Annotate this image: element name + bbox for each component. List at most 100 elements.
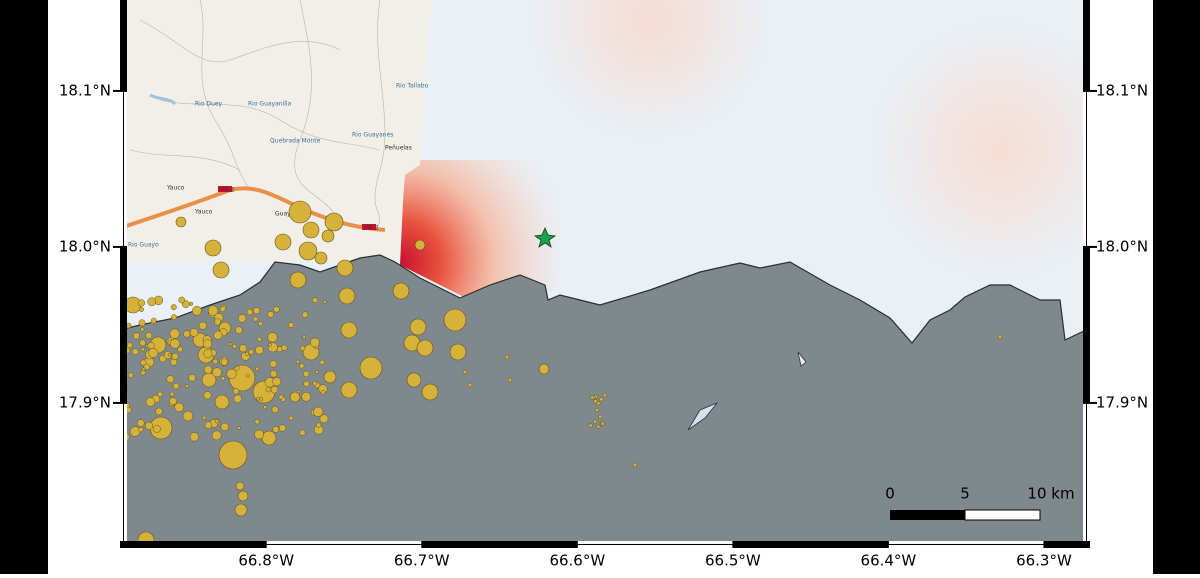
place-label: Peñuelas [385, 145, 412, 152]
earthquake [596, 424, 601, 429]
route-shield [218, 186, 232, 192]
earthquake [140, 370, 146, 376]
earthquake [593, 399, 598, 404]
x-tick-label: 66.3°W [1016, 552, 1072, 570]
earthquake [320, 389, 326, 395]
land-basemap [127, 0, 432, 262]
earthquake [272, 377, 282, 387]
frame-bar [120, 0, 127, 91]
earthquake [169, 391, 175, 397]
earthquake [599, 397, 604, 402]
earthquake [183, 330, 191, 338]
scale-bar-black [890, 510, 965, 520]
y-tick-label: 17.9°N [1096, 393, 1148, 411]
earthquake [147, 297, 157, 307]
earthquake [246, 308, 253, 316]
earthquake [319, 414, 329, 424]
earthquake [235, 481, 245, 491]
earthquake [213, 330, 223, 340]
earthquake [254, 429, 264, 440]
earthquake [414, 239, 426, 251]
earthquake [139, 339, 146, 347]
earthquake [207, 305, 219, 316]
earthquake [302, 370, 310, 378]
earthquake [234, 503, 248, 517]
earthquake [296, 389, 301, 394]
earthquake [188, 374, 196, 382]
earthquake [248, 349, 254, 355]
frame-bar [120, 246, 127, 403]
epicenter-star [533, 226, 557, 248]
earthquake [421, 383, 439, 401]
frame-bar [1083, 0, 1090, 91]
highway [127, 186, 386, 232]
earthquake [127, 346, 131, 355]
earthquake [288, 200, 312, 224]
earthquake [594, 407, 600, 412]
earthquake [256, 396, 260, 401]
earthquake [289, 271, 307, 289]
earthquake [127, 406, 132, 414]
earthquake [220, 422, 229, 432]
frame-bar [1043, 541, 1090, 548]
earthquake [136, 419, 145, 427]
earthquake [127, 342, 133, 349]
earthquake [588, 423, 593, 428]
earthquake [252, 307, 260, 315]
earthquake [269, 360, 277, 368]
earthquake [278, 424, 287, 432]
earthquake [202, 415, 207, 420]
earthquake [234, 365, 240, 371]
route-shield [362, 224, 376, 230]
earthquake [169, 328, 180, 339]
earthquake [302, 335, 307, 339]
earthquake [170, 358, 178, 366]
y-tick-label: 18.1°N [1096, 81, 1148, 99]
x-tick-label: 66.5°W [705, 552, 761, 570]
earthquake [299, 429, 306, 436]
earthquake [132, 332, 140, 340]
x-tick-label: 66.8°W [238, 552, 294, 570]
earthquake [220, 376, 226, 381]
scale-label: 5 [960, 485, 970, 503]
earthquake [462, 369, 468, 375]
earthquake [310, 337, 320, 348]
earthquake [303, 380, 310, 388]
earthquake [139, 307, 144, 312]
earthquake [141, 367, 146, 372]
earthquake [189, 301, 194, 306]
uplift-lobe [400, 160, 560, 300]
axis-ticks: 66.8°W 66.7°W 66.6°W 66.5°W 66.4°W 66.3°W 17.9… [59, 81, 1148, 569]
earthquake [298, 241, 318, 261]
y-tick-label: 17.9°N [59, 393, 111, 411]
earthquake [218, 440, 248, 470]
earthquake [295, 359, 300, 364]
earthquake [152, 424, 161, 433]
scale-label: 10 km [1027, 485, 1074, 503]
earthquake [593, 419, 598, 424]
earthquake [336, 259, 354, 277]
earthquake [288, 415, 294, 421]
earthquake [340, 381, 358, 399]
frame-bars [120, 0, 1090, 548]
earthquake [202, 339, 213, 349]
earthquake [254, 419, 260, 425]
earthquake [268, 342, 272, 347]
earthquake [171, 352, 179, 360]
earthquake [178, 296, 186, 304]
earthquake [312, 297, 318, 304]
cay [687, 402, 719, 431]
earthquake [443, 308, 467, 332]
earthquake [155, 407, 163, 416]
earthquake [175, 216, 187, 228]
earthquake [392, 282, 410, 300]
side-band [1153, 0, 1200, 574]
cay [797, 351, 807, 367]
earthquake [257, 321, 263, 327]
scale-bar-white [964, 509, 1041, 521]
place-label: Rio Duey [195, 101, 223, 108]
earthquake [127, 433, 130, 441]
earthquake [602, 393, 607, 398]
earthquake [313, 406, 324, 417]
